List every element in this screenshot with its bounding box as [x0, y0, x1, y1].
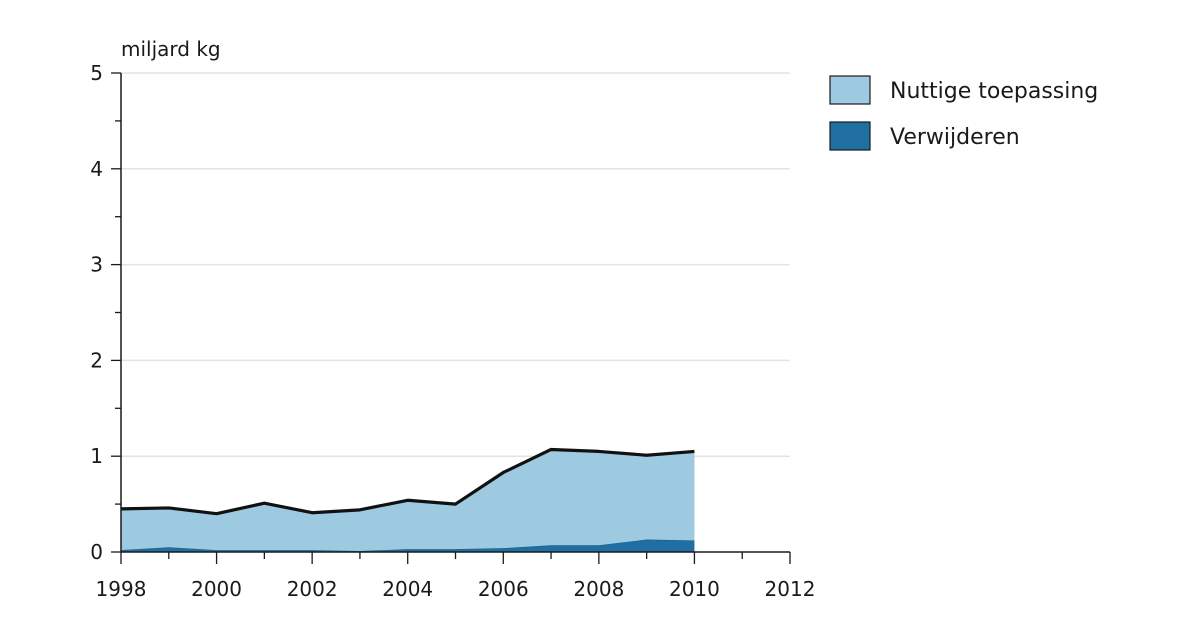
grid-lines [121, 72, 790, 457]
y-tick-label-3: 3 [90, 253, 103, 277]
y-tick-label-2: 2 [90, 348, 103, 372]
total-line [120, 447, 695, 516]
y-tick-label-1: 1 [90, 444, 103, 468]
legend-swatch-verwijderen [829, 121, 871, 151]
area-verwijderen [121, 539, 695, 552]
x-tick-label-2002: 2002 [287, 577, 338, 601]
x-tick-label-2000: 2000 [191, 577, 242, 601]
legend-label-nuttige-toepassing: Nuttige toepassing [890, 79, 1098, 104]
x-tick-label-2010: 2010 [669, 577, 720, 601]
total-line-group [120, 447, 695, 516]
y-tick-label-5: 5 [90, 61, 103, 85]
y-tick-label-0: 0 [90, 540, 103, 564]
x-tick-label-1998: 1998 [96, 577, 147, 601]
x-tick-label-2012: 2012 [765, 577, 816, 601]
legend-swatch-nuttige-toepassing [829, 75, 871, 105]
y-axis-title: miljard kg [121, 37, 221, 61]
x-tick-label-2006: 2006 [478, 577, 529, 601]
x-tick-label-2004: 2004 [382, 577, 433, 601]
y-tick-label-4: 4 [90, 157, 103, 181]
legend-label-verwijderen: Verwijderen [890, 125, 1020, 150]
x-tick-label-2008: 2008 [573, 577, 624, 601]
axes: 0 1 2 3 4 5 1998 2000 2002 2004 2006 2008 2010 2012 [90, 61, 815, 601]
legend: Nuttige toepassing Verwijderen [829, 75, 1098, 151]
